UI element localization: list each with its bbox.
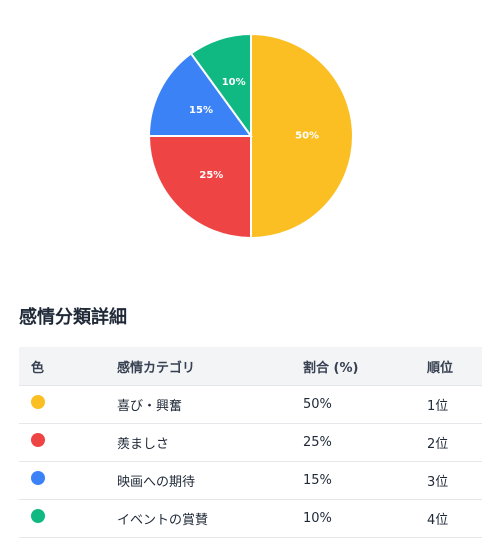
pie-slice bbox=[147, 135, 252, 240]
emotion-pie-chart: 50% 25% 15% 10% bbox=[147, 32, 354, 240]
table-row: イベントの賞賛 10% 4位 bbox=[19, 499, 482, 538]
pie-slice-label: 50% bbox=[295, 131, 319, 142]
table-header-row: 色 感情カテゴリ 割合 (%) 順位 bbox=[19, 347, 482, 386]
ratio-cell: 50% bbox=[303, 385, 427, 424]
rank-cell: 2位 bbox=[427, 423, 482, 462]
category-cell: イベントの賞賛 bbox=[117, 499, 303, 538]
header-category: 感情カテゴリ bbox=[117, 347, 303, 386]
pie-slice-label: 25% bbox=[199, 170, 223, 181]
pie-slice bbox=[147, 52, 253, 137]
color-swatch bbox=[31, 470, 45, 485]
ratio-cell: 10% bbox=[303, 499, 427, 538]
color-cell bbox=[19, 461, 117, 500]
color-swatch bbox=[31, 508, 45, 523]
rank-cell: 3位 bbox=[427, 461, 482, 500]
category-cell: 羨ましさ bbox=[117, 423, 303, 462]
color-swatch bbox=[31, 394, 45, 409]
header-color: 色 bbox=[19, 347, 117, 386]
ratio-cell: 15% bbox=[303, 461, 427, 500]
color-cell bbox=[19, 385, 117, 424]
pie-slice bbox=[189, 32, 252, 140]
header-ratio: 割合 (%) bbox=[303, 347, 427, 386]
table-row: 羨ましさ 25% 2位 bbox=[19, 423, 482, 462]
header-rank: 順位 bbox=[427, 347, 482, 386]
category-cell: 映画への期待 bbox=[117, 461, 303, 500]
pie-slice bbox=[250, 32, 354, 240]
pie-slice-label: 10% bbox=[222, 77, 246, 88]
color-cell bbox=[19, 423, 117, 462]
ratio-cell: 25% bbox=[303, 423, 427, 462]
rank-cell: 4位 bbox=[427, 499, 482, 538]
category-cell: 喜び・興奮 bbox=[117, 385, 303, 424]
color-cell bbox=[19, 499, 117, 538]
emotion-breakdown-table: 色 感情カテゴリ 割合 (%) 順位 喜び・興奮 50% 1位 羨ましさ 25%… bbox=[19, 347, 482, 538]
pie-slice-label: 15% bbox=[189, 105, 213, 116]
pie-chart-svg: 50% 25% 15% 10% bbox=[147, 32, 354, 240]
rank-cell: 1位 bbox=[427, 385, 482, 424]
table-row: 喜び・興奮 50% 1位 bbox=[19, 385, 482, 424]
section-title: 感情分類詳細 bbox=[19, 307, 127, 328]
color-swatch bbox=[31, 432, 45, 447]
table-row: 映画への期待 15% 3位 bbox=[19, 461, 482, 500]
